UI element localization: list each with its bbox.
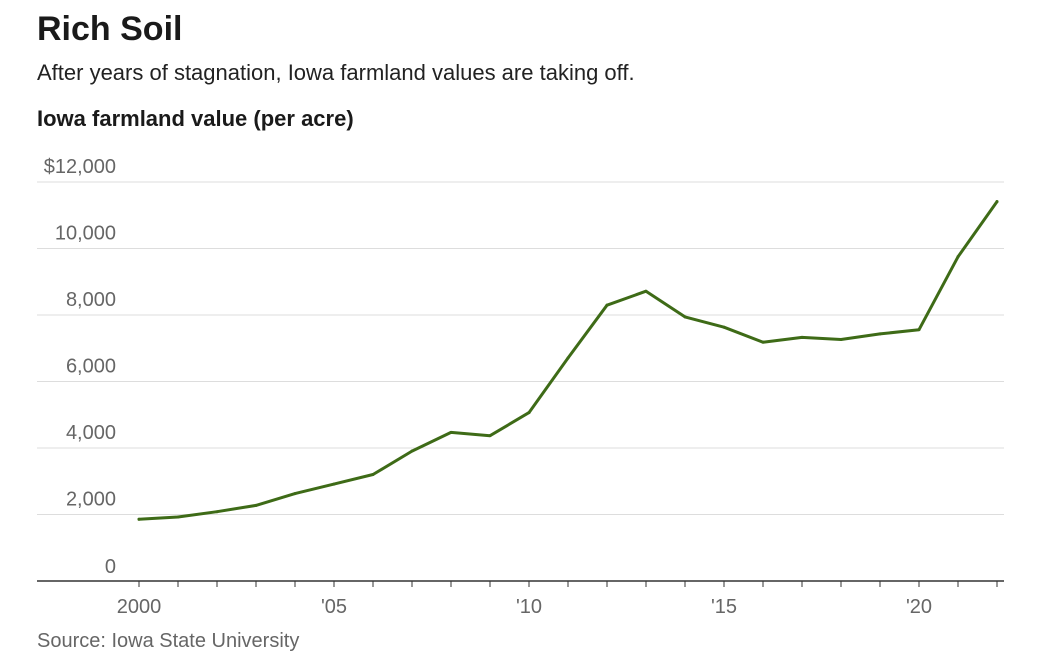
x-tick-label: 2000 <box>117 596 162 618</box>
y-tick-label: 2,000 <box>66 489 116 511</box>
chart-subtitle: After years of stagnation, Iowa farmland… <box>37 60 635 85</box>
data-point <box>644 289 648 293</box>
data-point <box>995 200 999 204</box>
data-point <box>293 492 297 496</box>
data-point <box>605 303 609 307</box>
data-point <box>683 315 687 319</box>
data-point <box>917 328 921 332</box>
y-tick-label: 10,000 <box>55 223 116 245</box>
x-tick-label: '15 <box>711 596 737 618</box>
source-note: Source: Iowa State University <box>37 630 300 652</box>
x-tick-label: '05 <box>321 596 347 618</box>
data-point <box>761 340 765 344</box>
y-tick-label: 6,000 <box>66 356 116 378</box>
series-line <box>137 200 999 521</box>
chart-title: Rich Soil <box>37 10 183 48</box>
y-axis-ticks: 0 2,000 4,000 6,000 8,000 10,000 $12,000 <box>44 156 116 578</box>
series-layer <box>137 200 999 521</box>
data-point <box>410 449 414 453</box>
x-axis: 2000 '05 '10 '15 '20 <box>37 580 1004 618</box>
data-point <box>176 515 180 519</box>
data-point <box>527 411 531 415</box>
gridlines <box>37 181 1004 515</box>
data-point <box>839 337 843 341</box>
chart-label: Iowa farmland value (per acre) <box>37 106 354 131</box>
data-point <box>566 356 570 360</box>
data-point <box>722 325 726 329</box>
data-point <box>371 472 375 476</box>
y-tick-label: 4,000 <box>66 422 116 444</box>
data-point <box>956 255 960 259</box>
data-point <box>878 332 882 336</box>
data-point <box>215 510 219 514</box>
data-point <box>254 503 258 507</box>
data-point <box>332 482 336 486</box>
y-tick-label: 8,000 <box>66 289 116 311</box>
y-tick-label: $12,000 <box>44 156 116 178</box>
data-point <box>137 517 141 521</box>
data-point <box>800 335 804 339</box>
x-tick-label: '10 <box>516 596 542 618</box>
y-tick-label: 0 <box>105 556 116 578</box>
x-tick-label: '20 <box>906 596 932 618</box>
data-point <box>449 430 453 434</box>
data-point <box>488 434 492 438</box>
